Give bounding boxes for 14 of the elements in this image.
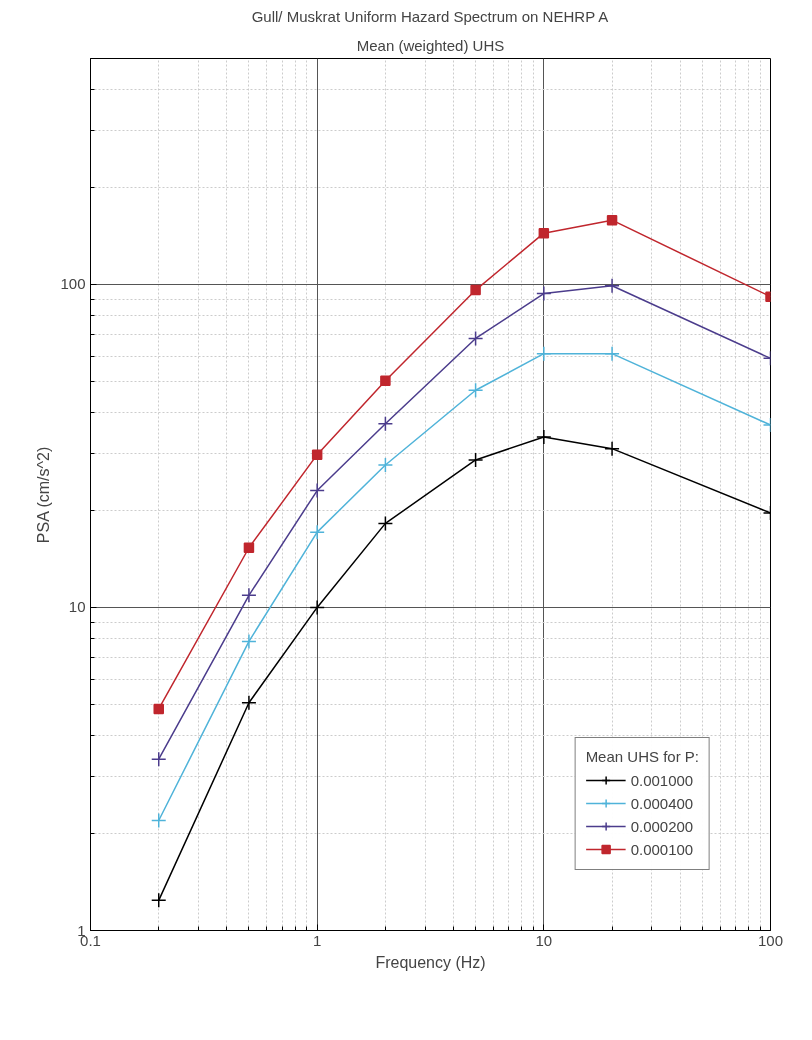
- legend-label: 0.000400: [630, 794, 694, 812]
- legend-label: 0.000200: [630, 817, 694, 835]
- legend-label: 0.001000: [630, 771, 694, 789]
- chart-subtitle: Mean (weighted) UHS: [356, 36, 505, 54]
- y-tick-label: 100: [60, 275, 86, 293]
- chart-title: Gull/ Muskrat Uniform Hazard Spectrum on NEHRP A: [251, 7, 609, 25]
- x-tick-label: 100: [757, 931, 784, 949]
- x-axis-title: Frequency (Hz): [375, 953, 486, 971]
- y-tick-label: 10: [68, 598, 86, 616]
- x-tick-label: 1: [313, 931, 322, 949]
- y-axis-title: PSA (cm/s^2): [35, 446, 53, 544]
- legend-label: 0.000100: [630, 840, 694, 858]
- x-tick-label: 10: [535, 931, 553, 949]
- legend-title: Mean UHS for P:: [585, 748, 699, 765]
